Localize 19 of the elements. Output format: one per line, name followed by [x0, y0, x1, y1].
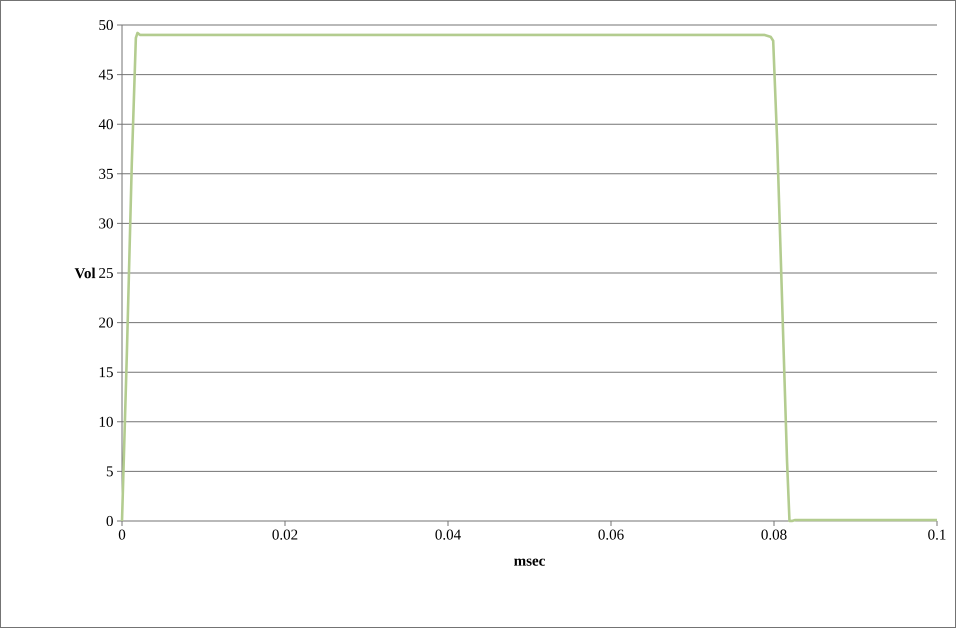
y-tick-label: 45 — [98, 70, 113, 80]
y-tick-label: 35 — [99, 168, 113, 179]
y-tick-label: 10 — [100, 416, 113, 427]
y-tick-label: 5 — [106, 466, 113, 476]
y-tick-label: 25 — [99, 268, 113, 278]
x-tick-label: 0.04 — [435, 530, 461, 540]
x-tick-label: 0.06 — [598, 530, 624, 540]
y-tick-label: 20 — [99, 318, 113, 328]
x-tick-label: 0.1 — [928, 530, 946, 540]
y-tick-label: 40 — [98, 119, 113, 130]
x-tick-label: 0.08 — [761, 530, 787, 540]
y-tick-label: 30 — [99, 218, 113, 228]
x-axis-title: msec — [514, 558, 545, 566]
y-tick-label: 0 — [106, 516, 113, 526]
x-tick-label: 0.02 — [272, 530, 298, 540]
y-tick-label: 15 — [100, 367, 113, 378]
x-tick-label: 0 — [118, 530, 126, 540]
y-tick-label: 50 — [99, 20, 113, 30]
y-axis-title: Vol — [74, 268, 96, 278]
